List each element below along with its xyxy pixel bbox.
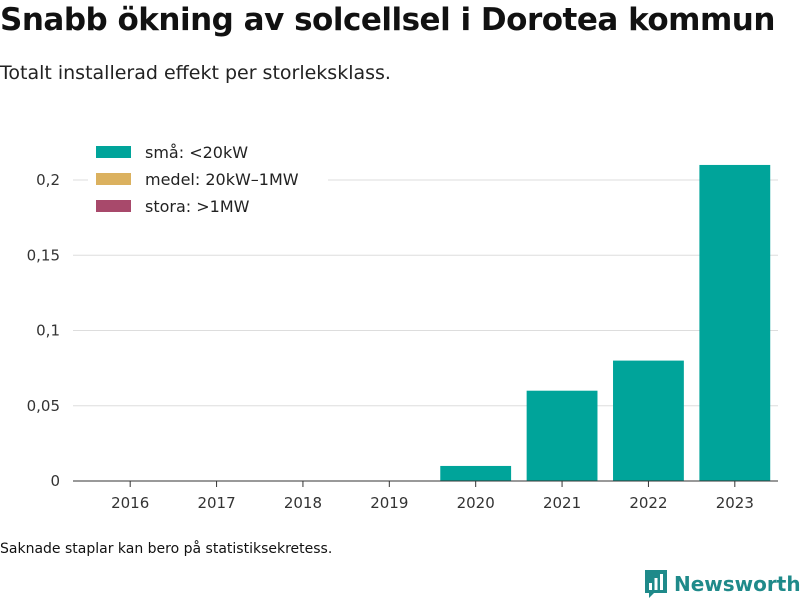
y-tick-label: 0,1 — [36, 322, 60, 340]
brand-name: Newsworthy — [674, 572, 800, 596]
legend-swatch — [96, 200, 131, 212]
y-tick-label: 0,05 — [27, 397, 60, 415]
legend-swatch — [96, 173, 131, 185]
axes: 0 0,05 0,1 0,15 0,2 2016 2017 2018 2019 2020 2021 2… — [27, 171, 778, 512]
legend-swatch — [96, 146, 131, 158]
legend-label: medel: 20kW–1MW — [145, 170, 299, 189]
x-tick-label: 2016 — [111, 494, 149, 512]
bar — [526, 390, 598, 481]
newsworthy-logo-icon — [645, 570, 667, 598]
y-tick-label: 0,2 — [36, 171, 60, 189]
legend-label: små: <20kW — [145, 143, 248, 162]
chart-subtitle: Totalt installerad effekt per storlekskl… — [0, 62, 391, 84]
legend-label: stora: >1MW — [145, 197, 250, 216]
x-tick-label: 2021 — [543, 494, 581, 512]
bars — [440, 164, 771, 481]
brand: Newsworthy — [644, 568, 800, 600]
x-tick-label: 2017 — [197, 494, 235, 512]
y-tick-label: 0 — [50, 472, 60, 490]
x-tick-label: 2020 — [457, 494, 495, 512]
x-tick-label: 2019 — [370, 494, 408, 512]
bar-chart: 0 0,05 0,1 0,15 0,2 2016 2017 2018 2019 2020 2021 2… — [26, 134, 778, 512]
x-tick-label: 2022 — [629, 494, 667, 512]
y-tick-label: 0,15 — [27, 246, 60, 264]
x-tick-label: 2018 — [284, 494, 322, 512]
bar — [699, 164, 771, 481]
chart-title: Snabb ökning av solcellsel i Dorotea kom… — [0, 2, 775, 38]
x-tick-label: 2023 — [716, 494, 754, 512]
bar — [440, 465, 512, 481]
bar — [613, 360, 684, 481]
footnote: Saknade staplar kan bero på statistiksek… — [0, 541, 333, 557]
legend: små: <20kW medel: 20kW–1MW stora: >1MW — [88, 134, 328, 221]
